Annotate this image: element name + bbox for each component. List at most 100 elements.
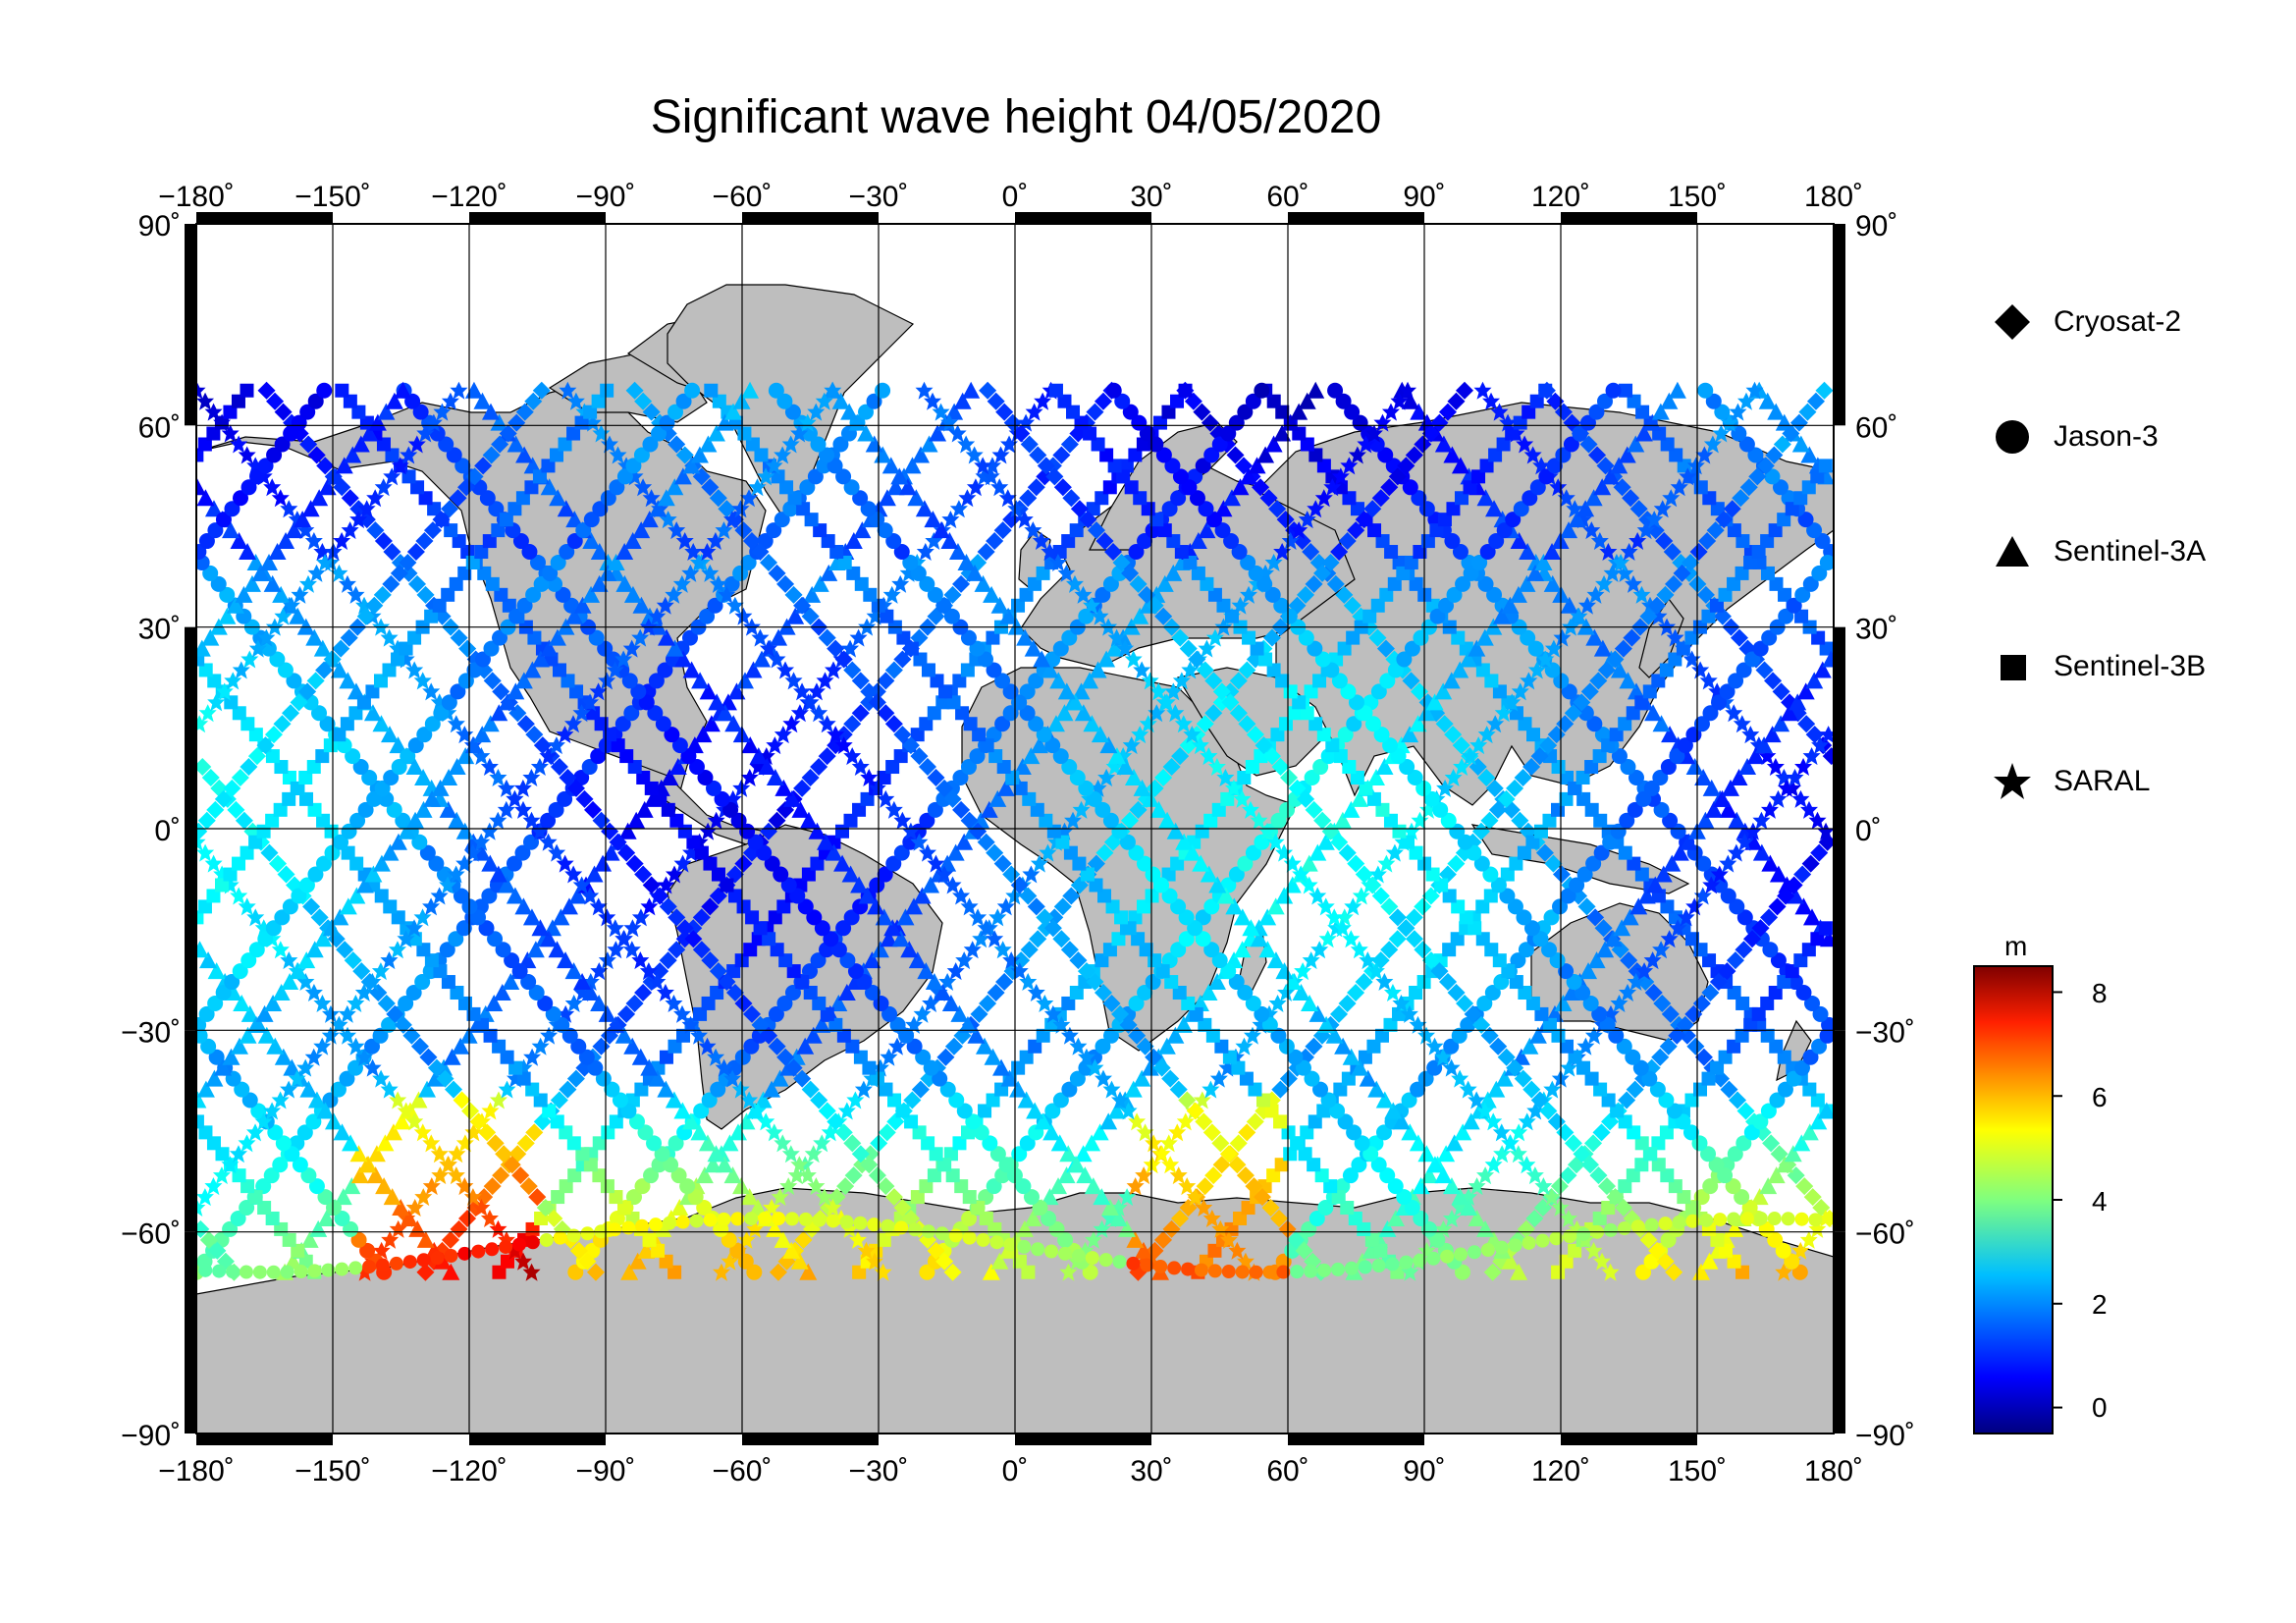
- track-point: [1387, 1178, 1404, 1195]
- track-point: [1409, 576, 1423, 591]
- track-point: [1451, 661, 1469, 678]
- track-point: [1049, 672, 1068, 689]
- track-point: [1290, 1136, 1305, 1151]
- track-point: [307, 564, 326, 582]
- track-point: [348, 1261, 363, 1275]
- track-point: [525, 1221, 540, 1236]
- track-point: [867, 1217, 881, 1232]
- track-point: [948, 543, 967, 561]
- track-point: [413, 1123, 432, 1142]
- track-point: [810, 704, 828, 723]
- track-point: [196, 822, 208, 840]
- track-point: [1538, 383, 1553, 398]
- track-point: [235, 585, 253, 603]
- track-point: [1696, 811, 1715, 829]
- track-point: [1397, 919, 1415, 938]
- track-point: [1760, 566, 1775, 580]
- track-point: [974, 457, 992, 475]
- track-point: [1133, 1069, 1151, 1087]
- track-point: [1379, 1167, 1396, 1184]
- track-point: [1281, 608, 1298, 624]
- track-point: [481, 715, 500, 732]
- track-point: [709, 489, 727, 508]
- frame-bar-left: [185, 1030, 196, 1232]
- track-point: [1454, 1264, 1470, 1280]
- track-point: [1363, 500, 1382, 518]
- track-point: [978, 651, 994, 668]
- track-point: [196, 1219, 210, 1238]
- track-point: [1643, 413, 1662, 431]
- track-point: [1222, 489, 1241, 507]
- track-point: [1489, 1037, 1508, 1055]
- track-point: [1497, 789, 1516, 808]
- track-point: [349, 812, 366, 829]
- track-point: [1597, 661, 1616, 679]
- track-point: [763, 1080, 781, 1098]
- track-point: [377, 403, 396, 420]
- track-point: [600, 383, 614, 398]
- track-point: [776, 393, 793, 409]
- track-point: [1811, 565, 1828, 581]
- track-point: [1109, 1209, 1128, 1226]
- track-point: [695, 1166, 714, 1184]
- track-point: [355, 876, 374, 893]
- track-point: [712, 1263, 730, 1281]
- track-point: [339, 897, 357, 915]
- track-point: [1616, 1038, 1632, 1055]
- track-point: [1371, 887, 1390, 905]
- track-point: [843, 661, 862, 679]
- track-point: [675, 1215, 690, 1229]
- track-point: [1682, 1124, 1699, 1141]
- track-point: [232, 490, 248, 507]
- track-point: [1348, 1211, 1362, 1225]
- track-point: [955, 833, 974, 850]
- track-point: [1312, 674, 1327, 688]
- track-point: [1505, 426, 1520, 441]
- track-point: [1300, 876, 1318, 894]
- track-point: [1451, 457, 1469, 474]
- track-point: [718, 585, 736, 604]
- track-point: [927, 801, 943, 818]
- track-point: [986, 662, 1002, 678]
- track-point: [1233, 908, 1252, 926]
- track-point: [1095, 984, 1113, 1002]
- track-point: [376, 437, 391, 452]
- track-point: [1702, 705, 1719, 722]
- track-point: [1522, 490, 1538, 507]
- track-point: [625, 458, 642, 474]
- track-point: [986, 1178, 1002, 1195]
- track-point: [1036, 1028, 1050, 1043]
- track-point: [893, 544, 910, 561]
- track-point: [1367, 523, 1382, 538]
- track-point: [910, 747, 929, 766]
- track-point: [457, 478, 476, 497]
- track-point: [1593, 1252, 1612, 1271]
- track-point: [324, 1112, 343, 1130]
- track-point: [701, 564, 720, 582]
- track-point: [1523, 920, 1540, 937]
- track-point: [1579, 962, 1598, 980]
- track-point: [1292, 695, 1307, 710]
- track-point: [1061, 1081, 1078, 1098]
- track-point: [1718, 1050, 1733, 1064]
- track-point: [863, 587, 878, 602]
- track-point: [1095, 1038, 1111, 1055]
- track-point: [1198, 639, 1216, 658]
- track-point: [1304, 1070, 1320, 1087]
- track-point: [257, 931, 274, 947]
- track-point: [431, 1166, 450, 1185]
- track-point: [214, 789, 233, 808]
- track-point: [952, 769, 969, 785]
- track-point: [640, 897, 659, 916]
- track-point: [769, 1263, 787, 1281]
- track-point: [1224, 609, 1239, 623]
- lat-tick-label: 60˚: [1855, 411, 1897, 444]
- track-point: [550, 448, 564, 462]
- track-point: [1414, 941, 1432, 959]
- track-point: [450, 1219, 468, 1238]
- track-point: [280, 1080, 298, 1099]
- track-point: [793, 596, 812, 615]
- track-point: [282, 704, 300, 723]
- track-point: [1659, 1037, 1678, 1055]
- track-point: [893, 749, 908, 764]
